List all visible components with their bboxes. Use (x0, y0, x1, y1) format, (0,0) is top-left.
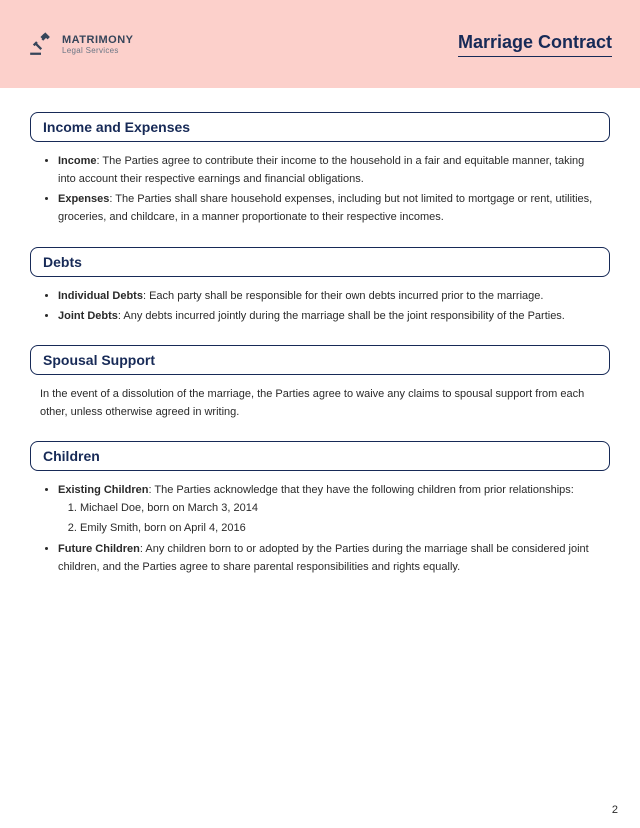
document-title: Marriage Contract (458, 32, 612, 57)
section-income-expenses: Income and Expenses Income: The Parties … (30, 112, 610, 227)
list-item: Expenses: The Parties shall share househ… (58, 190, 604, 226)
company-tagline: Legal Services (62, 46, 134, 55)
item-label: Expenses (58, 193, 109, 205)
section-title: Income and Expenses (30, 112, 610, 142)
item-text: : Any debts incurred jointly during the … (118, 310, 565, 322)
item-text: : The Parties shall share household expe… (58, 193, 592, 223)
list-item: Future Children: Any children born to or… (58, 540, 604, 576)
list-item: Individual Debts: Each party shall be re… (58, 287, 604, 305)
gavel-icon (28, 31, 54, 57)
section-title: Debts (30, 247, 610, 277)
list-item: Joint Debts: Any debts incurred jointly … (58, 307, 604, 325)
section-body: In the event of a dissolution of the mar… (30, 385, 610, 421)
logo-text: MATRIMONY Legal Services (62, 34, 134, 55)
document-content: Income and Expenses Income: The Parties … (0, 88, 640, 576)
item-text: : The Parties agree to contribute their … (58, 155, 584, 185)
section-title: Children (30, 441, 610, 471)
list-item: Existing Children: The Parties acknowled… (58, 481, 604, 537)
page-number: 2 (612, 804, 618, 816)
logo-block: MATRIMONY Legal Services (28, 31, 134, 57)
company-name: MATRIMONY (62, 34, 134, 46)
paragraph: In the event of a dissolution of the mar… (36, 385, 604, 421)
item-label: Joint Debts (58, 310, 118, 322)
section-title: Spousal Support (30, 345, 610, 375)
item-label: Income (58, 155, 97, 167)
child-item: Emily Smith, born on April 4, 2016 (80, 519, 604, 537)
section-debts: Debts Individual Debts: Each party shall… (30, 247, 610, 325)
section-spousal-support: Spousal Support In the event of a dissol… (30, 345, 610, 421)
section-body: Individual Debts: Each party shall be re… (30, 287, 610, 325)
item-text: : The Parties acknowledge that they have… (148, 484, 573, 496)
section-children: Children Existing Children: The Parties … (30, 441, 610, 576)
item-label: Existing Children (58, 484, 148, 496)
item-text: : Each party shall be responsible for th… (143, 290, 543, 302)
item-label: Future Children (58, 543, 140, 555)
list-item: Income: The Parties agree to contribute … (58, 152, 604, 188)
section-body: Existing Children: The Parties acknowled… (30, 481, 610, 576)
section-body: Income: The Parties agree to contribute … (30, 152, 610, 227)
document-header: MATRIMONY Legal Services Marriage Contra… (0, 0, 640, 88)
child-item: Michael Doe, born on March 3, 2014 (80, 499, 604, 517)
item-label: Individual Debts (58, 290, 143, 302)
